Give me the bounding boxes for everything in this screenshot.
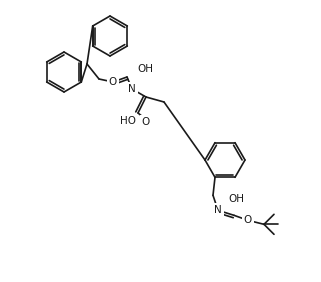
Text: OH: OH	[137, 64, 153, 74]
Text: N: N	[214, 205, 222, 215]
Text: O: O	[244, 215, 252, 225]
Text: HO: HO	[120, 116, 136, 126]
Text: O: O	[109, 77, 117, 87]
Text: OH: OH	[228, 194, 244, 204]
Text: N: N	[128, 84, 136, 94]
Text: O: O	[142, 117, 150, 127]
